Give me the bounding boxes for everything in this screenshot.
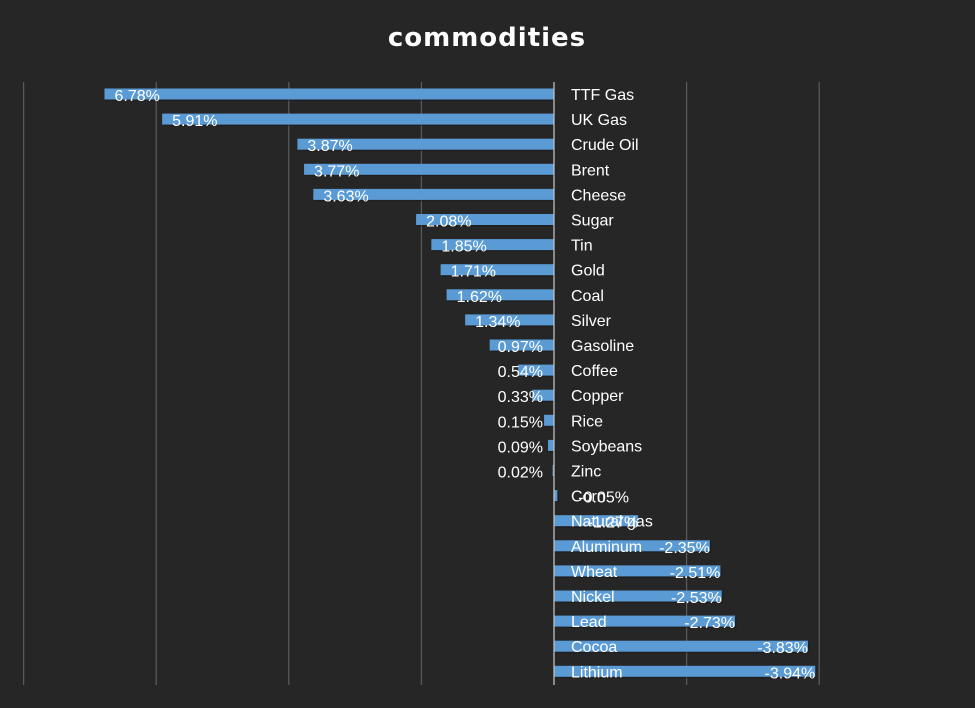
category-label: Lead (571, 614, 607, 631)
bar (313, 188, 554, 200)
value-label: -2.73% (684, 615, 735, 632)
category-label: Natural gas (571, 514, 653, 531)
bar (554, 540, 710, 552)
value-label: -2.35% (659, 540, 710, 557)
value-label: -1.27% (587, 515, 638, 532)
value-label: 1.71% (451, 264, 496, 281)
bar (489, 339, 554, 351)
value-label: 6.78% (114, 88, 159, 105)
value-label: 3.63% (323, 188, 368, 205)
value-label: 0.54% (498, 364, 543, 381)
category-label: Rice (571, 413, 603, 430)
bar (304, 163, 554, 175)
bar (554, 665, 816, 677)
bar (104, 88, 555, 100)
bar (416, 214, 554, 225)
bar (431, 239, 554, 251)
gridlines (22, 82, 820, 685)
bar (554, 565, 721, 577)
bar-shadow (554, 466, 556, 478)
value-label: 0.97% (498, 339, 543, 356)
value-label: -3.83% (757, 640, 808, 657)
bar (465, 314, 554, 326)
bars (104, 88, 817, 679)
category-label: Silver (571, 313, 612, 330)
category-label: Wheat (571, 564, 618, 581)
category-label: Tin (571, 238, 593, 255)
category-label: Lithium (571, 664, 623, 681)
bar (554, 490, 558, 502)
category-label: Zinc (571, 464, 601, 481)
bar (554, 515, 639, 527)
value-labels: 6.78% 5.91% 3.87% 3.77% 3.63% 2.08% 1.85% 1.71%… (114, 88, 815, 682)
category-label: Soybeans (571, 438, 642, 455)
category-label: Nickel (571, 589, 615, 606)
bar (554, 640, 808, 652)
bar (548, 439, 554, 451)
category-label: TTF Gas (571, 87, 634, 104)
category-label: Crude Oil (571, 137, 639, 154)
bar (518, 364, 554, 376)
bar (554, 590, 722, 602)
value-label: 5.91% (172, 113, 217, 130)
category-label: Gold (571, 263, 605, 280)
value-label: 0.15% (498, 414, 543, 431)
value-label: -0.05% (578, 490, 629, 507)
value-label: 1.85% (441, 239, 486, 256)
value-label: 0.33% (498, 389, 543, 406)
bar (440, 264, 554, 276)
bar (544, 414, 554, 426)
category-label: Aluminum (571, 539, 642, 556)
category-label: Gasoline (571, 338, 634, 355)
category-label: Coffee (571, 363, 618, 380)
value-label: 0.02% (498, 465, 543, 482)
value-label: 3.77% (314, 163, 359, 180)
category-label: Coal (571, 288, 604, 305)
category-label: Cocoa (571, 639, 617, 656)
value-label: 0.09% (498, 439, 543, 456)
value-label: -2.51% (670, 565, 721, 582)
category-label: UK Gas (571, 112, 627, 129)
chart-title: commodities (388, 23, 586, 53)
bar (532, 389, 554, 401)
category-label: Brent (571, 162, 610, 179)
bar (162, 113, 555, 125)
value-label: 1.34% (475, 314, 520, 331)
category-labels: TTF Gas UK Gas Crude Oil Brent Cheese Sugar Ti… (571, 87, 653, 681)
bar (446, 289, 554, 301)
category-label: Corn (571, 489, 606, 506)
category-label: Cheese (571, 187, 626, 204)
bar (554, 615, 735, 627)
value-label: 1.62% (457, 289, 502, 306)
value-label: -2.53% (671, 590, 722, 607)
category-label: Copper (571, 388, 624, 405)
value-label: -3.94% (765, 665, 816, 682)
bar (297, 138, 554, 150)
category-label: Sugar (571, 213, 614, 230)
value-label: 2.08% (426, 214, 471, 231)
value-label: 3.87% (307, 138, 352, 155)
